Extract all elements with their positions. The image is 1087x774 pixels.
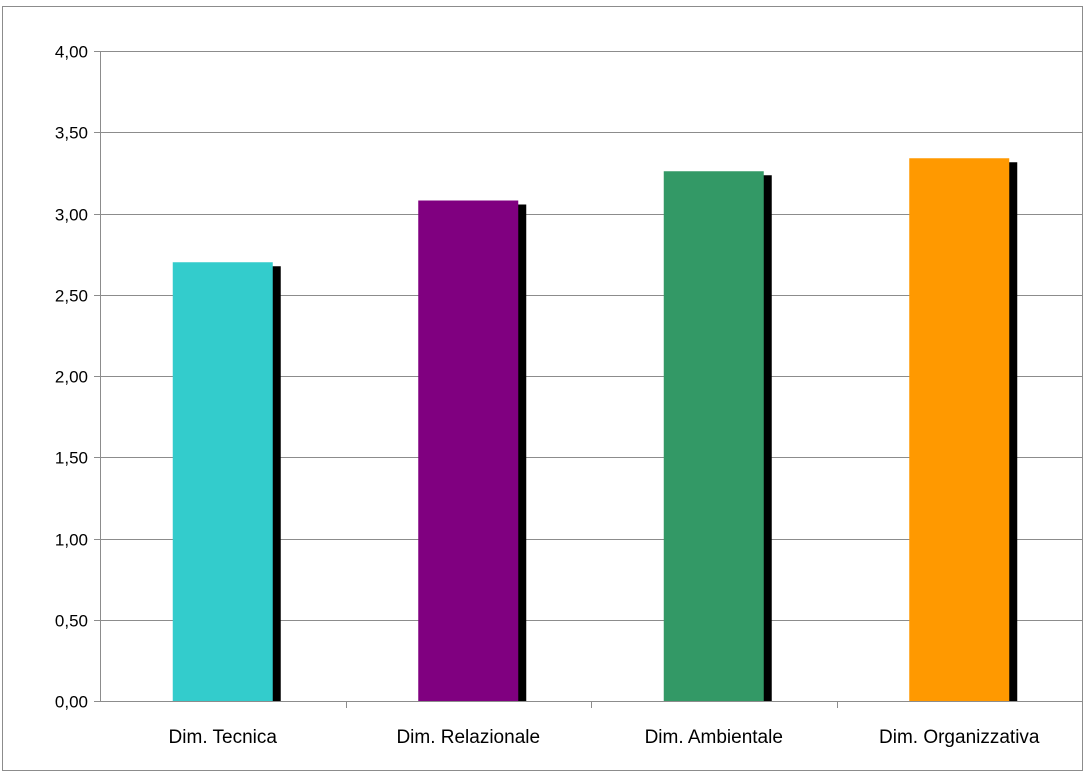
y-tick-label: 1,50 — [55, 449, 88, 468]
bar — [663, 171, 764, 701]
bar — [418, 200, 519, 701]
y-tick-label: 2,00 — [55, 368, 88, 387]
x-tick-label: Dim. Relazionale — [396, 727, 540, 748]
y-tick-label: 2,50 — [55, 287, 88, 306]
y-tick-label: 4,00 — [55, 43, 88, 62]
y-tick-labels: 0,00 0,50 1,00 1,50 2,00 2,50 3,00 3,50 4,00 — [55, 43, 88, 712]
x-tick-label: Dim. Tecnica — [169, 727, 278, 748]
y-tick-label: 3,00 — [55, 206, 88, 225]
x-tick-label: Dim. Organizzativa — [879, 727, 1040, 748]
axes — [94, 51, 1083, 708]
bars — [172, 158, 1018, 701]
y-tick-label: 3,50 — [55, 124, 88, 143]
x-tick-labels: Dim. Tecnica Dim. Relazionale Dim. Ambient… — [169, 727, 1040, 748]
x-tick-label: Dim. Ambientale — [645, 727, 783, 748]
y-tick-label: 1,00 — [55, 531, 88, 550]
bar — [172, 262, 273, 701]
y-tick-label: 0,50 — [55, 612, 88, 631]
bar — [909, 158, 1010, 701]
y-tick-label: 0,00 — [55, 693, 88, 712]
